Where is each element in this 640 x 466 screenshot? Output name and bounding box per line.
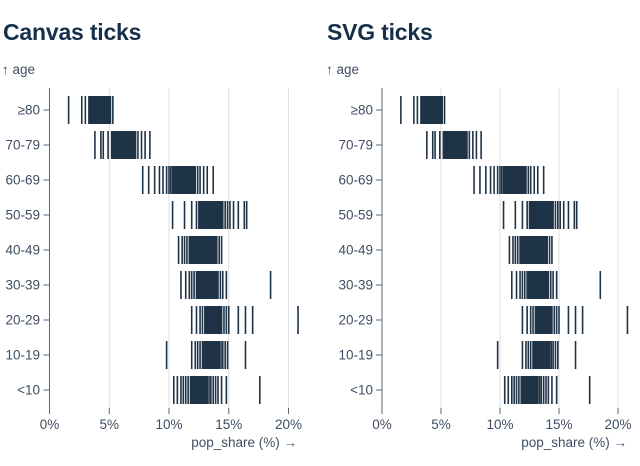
x-axis: 0% 5% 10% 15% 20% pop_share (%) →	[40, 408, 302, 450]
x-tick-label: 10%	[486, 417, 513, 432]
y-tick-label: 20-29	[338, 313, 373, 328]
y-tick-label: 70-79	[5, 138, 40, 153]
x-tick-label: 20%	[275, 417, 302, 432]
y-tick-label: 60-69	[5, 173, 40, 188]
panel-title-svg: SVG ticks	[327, 19, 433, 45]
y-tick-label: 50-59	[5, 208, 40, 223]
panel-canvas-ticks: ≥80 70-79 60-69 50-59 40-49 30-39 20-29 10-19 <1…	[5, 88, 302, 450]
tick-series-40-49	[177, 236, 223, 264]
tick-series-60-69	[473, 166, 545, 194]
y-tick-label: 50-59	[338, 208, 373, 223]
y-tick-label: <10	[17, 383, 40, 398]
tick-series-50-59	[171, 201, 248, 229]
x-tick-label: 10%	[155, 417, 182, 432]
y-axis-title-svg: ↑ age	[326, 62, 360, 77]
tick-series-70-79	[426, 131, 482, 159]
x-tick-label: 20%	[604, 417, 631, 432]
grid-lines	[440, 88, 619, 408]
y-tick-label: 70-79	[338, 138, 373, 153]
tick-series-50-59	[502, 201, 578, 229]
y-tick-label: 30-39	[338, 278, 373, 293]
y-tick-label: 30-39	[5, 278, 40, 293]
tick-series-<10	[172, 376, 261, 404]
x-axis-title: pop_share (%) →	[191, 435, 297, 450]
x-tick-label: 0%	[372, 417, 392, 432]
tick-series-20-29	[190, 306, 299, 334]
x-tick-label: 15%	[545, 417, 572, 432]
tick-series-40-49	[508, 236, 553, 264]
tick-series-10-19	[165, 341, 247, 369]
panel-svg-ticks: ≥80 70-79 60-69 50-59 40-49 30-39 20-29 10-19 <1…	[338, 88, 632, 450]
y-tick-label: ≥80	[18, 103, 40, 118]
x-tick-label: 5%	[431, 417, 451, 432]
x-axis: 0% 5% 10% 15% 20% pop_share (%) →	[372, 408, 632, 450]
y-axis: ≥80 70-79 60-69 50-59 40-49 30-39 20-29 10-19 <1…	[338, 88, 383, 408]
y-tick-label: ≥80	[351, 103, 373, 118]
tick-series-≥80	[67, 96, 114, 124]
x-axis-title: pop_share (%) →	[521, 435, 627, 450]
grid-lines	[108, 88, 289, 408]
y-tick-label: 10-19	[5, 348, 40, 363]
y-tick-label: <10	[350, 383, 373, 398]
panel-title-canvas: Canvas ticks	[3, 19, 142, 45]
tick-series-30-39	[510, 271, 602, 299]
x-tick-label: 0%	[40, 417, 60, 432]
y-axis: ≥80 70-79 60-69 50-59 40-49 30-39 20-29 10-19 <1…	[5, 88, 50, 408]
tick-series-70-79	[94, 131, 151, 159]
x-tick-label: 5%	[99, 417, 119, 432]
x-tick-label: 15%	[215, 417, 242, 432]
tick-series-20-29	[521, 306, 629, 334]
y-tick-label: 60-69	[338, 173, 373, 188]
y-tick-label: 40-49	[5, 243, 40, 258]
tick-series-30-39	[180, 271, 272, 299]
y-tick-label: 40-49	[338, 243, 373, 258]
tick-series-10-19	[496, 341, 577, 369]
tick-series-60-69	[141, 166, 215, 194]
tick-series-≥80	[400, 96, 446, 124]
y-tick-label: 10-19	[338, 348, 373, 363]
y-tick-label: 20-29	[5, 313, 40, 328]
y-axis-title-canvas: ↑ age	[2, 62, 36, 77]
tick-series-<10	[503, 376, 591, 404]
